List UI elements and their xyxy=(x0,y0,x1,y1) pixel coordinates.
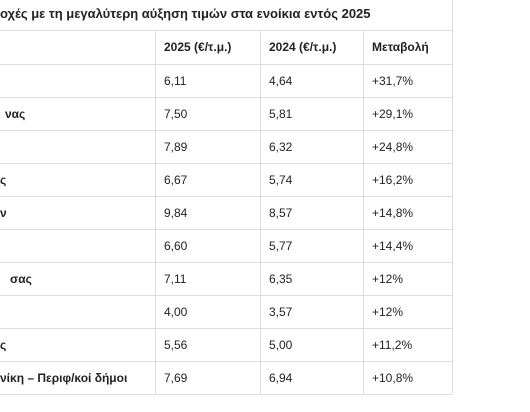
row-line xyxy=(0,97,452,98)
row-line xyxy=(0,196,452,197)
cell: +16,2% xyxy=(372,172,414,187)
row-line xyxy=(0,361,452,362)
table-title: οχές με τη μεγαλύτερη αύξηση τιμών στα ε… xyxy=(0,6,371,21)
column-line xyxy=(155,30,156,394)
cell: 7,89 xyxy=(164,139,188,154)
column-line xyxy=(452,30,453,394)
border-line xyxy=(0,30,452,31)
cell: 7,69 xyxy=(164,370,188,385)
cell: 6,11 xyxy=(164,73,187,88)
cell: 3,57 xyxy=(269,304,293,319)
row-line xyxy=(0,262,452,263)
cell: +12% xyxy=(372,304,404,319)
cell: +14,8% xyxy=(372,205,414,220)
cell: +24,8% xyxy=(372,139,414,154)
cell: 6,32 xyxy=(269,139,293,154)
column-line xyxy=(363,30,364,394)
cell: 6,35 xyxy=(269,271,293,286)
cell: 5,81 xyxy=(269,106,293,121)
cell: 6,67 xyxy=(164,172,188,187)
row-label: σας xyxy=(10,271,32,286)
row-label: ς xyxy=(0,172,7,187)
cell: 5,74 xyxy=(269,172,293,187)
row-label: ν xyxy=(0,205,7,220)
column-header: Μεταβολή xyxy=(372,40,429,54)
row-line xyxy=(0,130,452,131)
column-header: 2024 (€/τ.μ.) xyxy=(269,40,337,54)
cell: 4,64 xyxy=(269,73,293,88)
cell: 5,77 xyxy=(269,238,293,253)
row-label: νας xyxy=(5,106,26,121)
cell: +29,1% xyxy=(372,106,414,121)
cell: +11,2% xyxy=(372,337,413,352)
cell: 6,94 xyxy=(269,370,293,385)
column-header: 2025 (€/τ.μ.) xyxy=(164,40,232,54)
cell: 9,84 xyxy=(164,205,188,220)
row-label: ς xyxy=(0,337,7,352)
cell: +12% xyxy=(372,271,404,286)
row-line xyxy=(0,295,452,296)
cell: 5,00 xyxy=(269,337,293,352)
border-line xyxy=(0,64,452,65)
cell: 7,11 xyxy=(164,271,187,286)
cell: +10,8% xyxy=(372,370,414,385)
cell: 4,00 xyxy=(164,304,188,319)
row-line xyxy=(0,163,452,164)
row-line xyxy=(0,394,452,395)
row-line xyxy=(0,328,452,329)
cell: 5,56 xyxy=(164,337,188,352)
cell: +14,4% xyxy=(372,238,414,253)
column-line xyxy=(260,30,261,394)
column-line xyxy=(452,0,453,30)
row-line xyxy=(0,229,452,230)
row-label: νίκη – Περιφ/κοί δήμοι xyxy=(0,370,128,385)
cell: 7,50 xyxy=(164,106,188,121)
cell: 6,60 xyxy=(164,238,188,253)
cell: +31,7% xyxy=(372,73,414,88)
cell: 8,57 xyxy=(269,205,293,220)
